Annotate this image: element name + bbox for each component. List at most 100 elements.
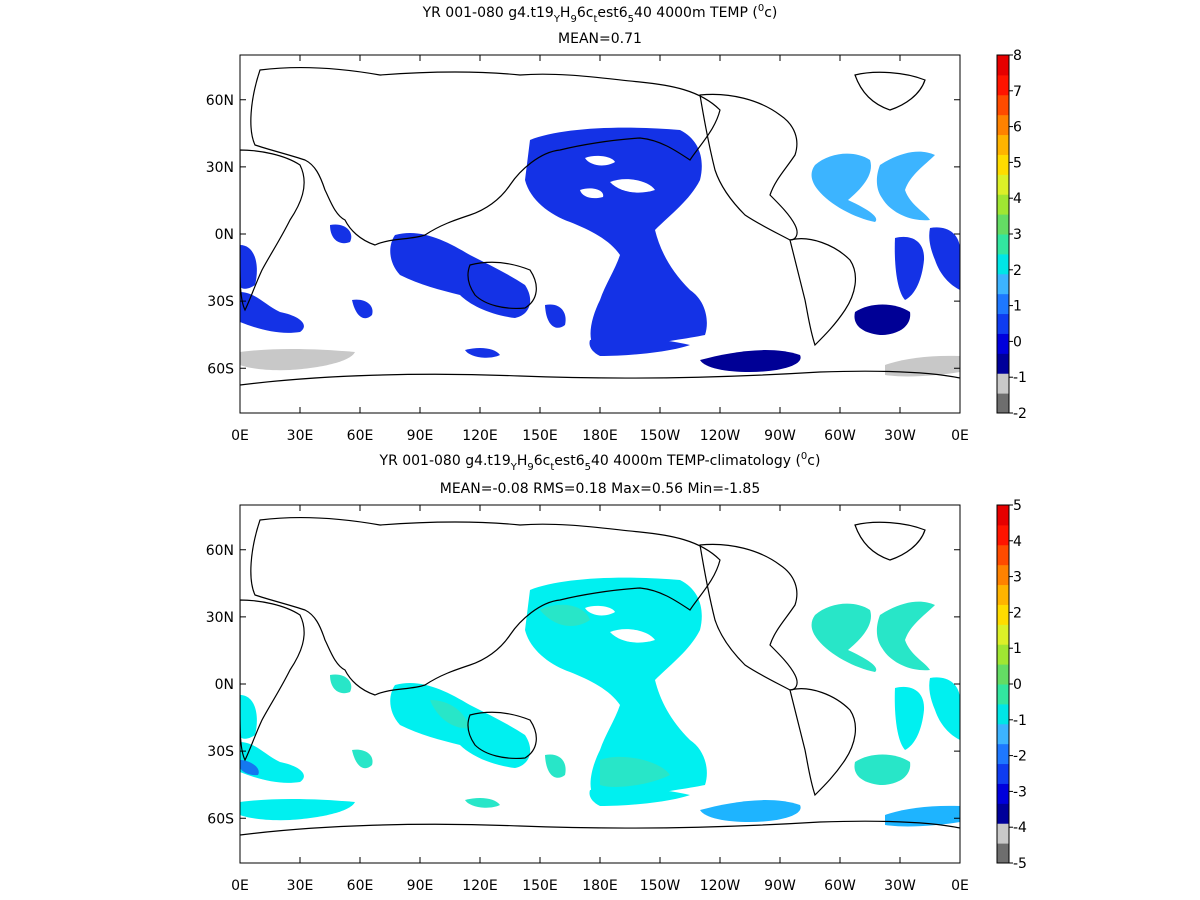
x-tick-label: 30W [884, 878, 916, 894]
colorbar-swatch [997, 564, 1009, 586]
x-tick-label: 30E [287, 878, 314, 894]
colorbar-swatch [997, 74, 1009, 96]
x-tick-label: 0E [231, 878, 249, 894]
x-tick-label: 150W [640, 428, 681, 444]
colorbar-swatch [997, 604, 1009, 625]
x-tick-label: 90E [407, 428, 434, 444]
y-tick-label: 30N [206, 610, 234, 626]
colorbar-swatch [997, 703, 1009, 725]
x-tick-label: 90E [407, 878, 434, 894]
x-tick-label: 150E [522, 428, 558, 444]
x-tick-label: 60E [347, 878, 374, 894]
colorbar-label: 2 [1013, 605, 1022, 621]
panel-1-y-axis: 60N 30N 0N 30S 60S [206, 93, 960, 377]
x-tick-label: 150W [640, 878, 681, 894]
panel-1-map [240, 55, 960, 413]
x-tick-label: 180E [582, 428, 618, 444]
colorbar-swatch [997, 293, 1009, 315]
colorbar-label: 0 [1013, 334, 1022, 350]
colorbar-swatch [997, 524, 1009, 546]
colorbar-label: 6 [1013, 120, 1022, 136]
x-tick-label: 90W [764, 428, 796, 444]
colorbar-label: -4 [1013, 820, 1027, 836]
colorbar-swatch [997, 114, 1009, 136]
panel-2-coastlines [240, 516, 960, 836]
colorbar-label: -5 [1013, 856, 1027, 872]
panel-1-x-axis: 0E 30E 60E 90E 120E 150E 180E 150W 120W 90W 60W 30W… [231, 55, 969, 444]
colorbar-swatch [997, 353, 1009, 374]
colorbar-label: 5 [1013, 498, 1022, 514]
x-tick-label: 0E [951, 878, 969, 894]
y-tick-label: 60N [206, 543, 234, 559]
colorbar-swatch [997, 134, 1009, 155]
panel-1-field [240, 127, 960, 377]
y-tick-label: 0N [215, 677, 234, 693]
colorbar-swatch [997, 194, 1009, 215]
y-tick-label: 30S [207, 744, 234, 760]
colorbar-swatch [997, 664, 1009, 685]
colorbar-label: 3 [1013, 570, 1022, 586]
panel-1-coastlines [240, 66, 960, 386]
x-tick-label: 120E [462, 428, 498, 444]
colorbar-swatch [997, 234, 1009, 255]
colorbar-label: -2 [1013, 406, 1027, 422]
colorbar-swatch [997, 783, 1009, 804]
colorbar-swatch [997, 253, 1009, 275]
panel-1: YR 001-080 g4.t19YH96ctest6540 4000m TEM… [206, 3, 1027, 444]
y-tick-label: 0N [215, 227, 234, 243]
y-tick-label: 60S [207, 811, 234, 827]
colorbar-label: 1 [1013, 299, 1022, 315]
x-tick-label: 120W [700, 428, 741, 444]
colorbar-label: 5 [1013, 155, 1022, 171]
colorbar-swatch [997, 763, 1009, 784]
x-tick-label: 180E [582, 878, 618, 894]
colorbar-swatch [997, 684, 1009, 705]
x-tick-label: 30E [287, 428, 314, 444]
colorbar-swatch [997, 393, 1009, 414]
colorbar-label: -2 [1013, 749, 1027, 765]
y-tick-label: 30S [207, 294, 234, 310]
y-tick-label: 30N [206, 160, 234, 176]
x-tick-label: 60W [824, 428, 856, 444]
colorbar-swatch [997, 823, 1009, 844]
colorbar-label: 0 [1013, 677, 1022, 693]
panel-2-map [240, 505, 960, 863]
colorbar-swatch [997, 803, 1009, 824]
colorbar-label: 1 [1013, 641, 1022, 657]
colorbar-swatch [997, 174, 1009, 195]
panel-2-title: YR 001-080 g4.t19YH96ctest6540 4000m TEM… [379, 451, 821, 473]
x-tick-label: 0E [951, 428, 969, 444]
colorbar-label: 3 [1013, 227, 1022, 243]
colorbar-swatch [997, 94, 1009, 116]
colorbar-swatch [997, 273, 1009, 295]
colorbar-swatch [997, 743, 1009, 765]
colorbar-swatch [997, 333, 1009, 354]
panel-2-stats: MEAN=-0.08 RMS=0.18 Max=0.56 Min=-1.85 [440, 481, 761, 497]
panel-2-field [240, 577, 960, 827]
colorbar-swatch [997, 505, 1009, 526]
panel-2-x-axis: 0E 30E 60E 90E 120E 150E 180E 150W 120W 90W 60W 30W… [231, 505, 969, 894]
colorbar-swatch [997, 644, 1009, 665]
colorbar-label: -1 [1013, 713, 1027, 729]
x-tick-label: 60W [824, 878, 856, 894]
colorbar-label: 4 [1013, 534, 1022, 550]
colorbar-swatch [997, 154, 1009, 175]
panel-2: YR 001-080 g4.t19YH96ctest6540 4000m TEM… [206, 451, 1027, 894]
colorbar-label: 7 [1013, 84, 1022, 100]
colorbar-label: 8 [1013, 48, 1022, 64]
x-tick-label: 60E [347, 428, 374, 444]
panel-2-colorbar: 5 4 3 2 1 0 -1 -2 -3 -4 -5 [996, 498, 1027, 872]
x-tick-label: 120E [462, 878, 498, 894]
panel-1-colorbar: 8 7 6 5 4 3 2 1 0 -1 -2 [996, 48, 1027, 422]
colorbar-label: 2 [1013, 263, 1022, 279]
x-tick-label: 30W [884, 428, 916, 444]
y-tick-label: 60N [206, 93, 234, 109]
colorbar-swatch [997, 214, 1009, 235]
colorbar-swatch [997, 843, 1009, 864]
x-tick-label: 0E [231, 428, 249, 444]
y-tick-label: 60S [207, 361, 234, 377]
x-tick-label: 120W [700, 878, 741, 894]
x-tick-label: 150E [522, 878, 558, 894]
colorbar-swatch [997, 584, 1009, 605]
colorbar-swatch [997, 723, 1009, 745]
